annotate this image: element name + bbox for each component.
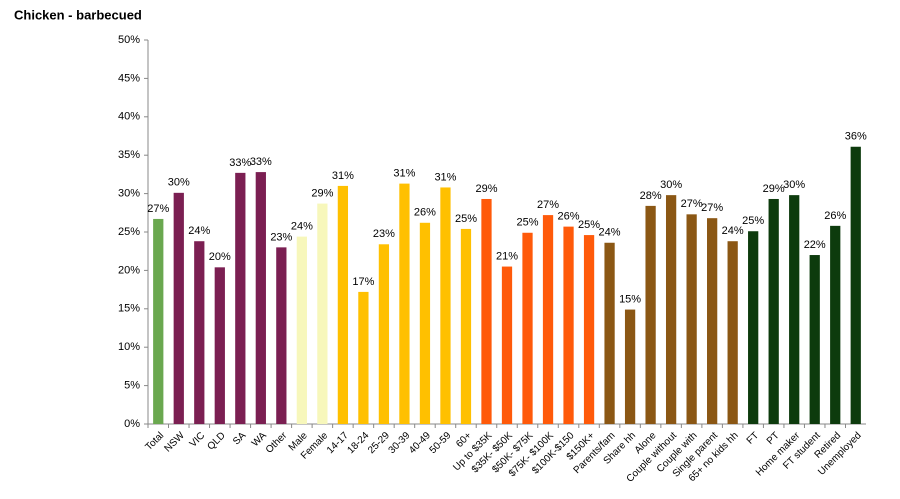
- bar: [276, 247, 287, 424]
- y-tick-label: 45%: [118, 72, 140, 84]
- value-label: 26%: [414, 207, 436, 219]
- bar: [522, 232, 533, 424]
- bar: [378, 244, 390, 424]
- bar: [748, 231, 759, 424]
- value-label: 30%: [168, 177, 190, 189]
- x-tick-label: QLD: [205, 430, 227, 452]
- y-tick-label: 50%: [118, 34, 140, 46]
- bar: [645, 205, 656, 424]
- value-label: 27%: [701, 202, 723, 214]
- bar: [337, 185, 349, 424]
- x-tick-label: NSW: [162, 430, 187, 455]
- value-label: 29%: [475, 183, 497, 195]
- value-label: 24%: [291, 221, 313, 233]
- bar: [214, 267, 225, 424]
- bar: [419, 222, 431, 424]
- bar: [850, 146, 861, 424]
- y-tick-label: 25%: [118, 226, 140, 238]
- value-label: 25%: [742, 215, 764, 227]
- value-label: 31%: [332, 170, 354, 182]
- y-tick-label: 5%: [124, 380, 140, 392]
- bar: [707, 218, 718, 424]
- bar: [665, 195, 677, 424]
- value-label: 27%: [147, 203, 169, 215]
- value-label: 24%: [722, 225, 744, 237]
- bar: [173, 192, 184, 424]
- value-label: 33%: [229, 157, 251, 169]
- x-tick-label: SA: [231, 430, 248, 447]
- x-tick-label: 25-29: [366, 430, 392, 456]
- bar: [624, 309, 636, 424]
- x-tick-label: Total: [144, 430, 167, 453]
- bar: [768, 198, 779, 424]
- bar: [460, 228, 472, 424]
- bar: [317, 203, 328, 424]
- x-tick-label: FT: [745, 430, 761, 446]
- value-label: 24%: [188, 225, 210, 237]
- bar: [542, 215, 554, 424]
- bar: [399, 183, 410, 424]
- x-tick-label: VIC: [188, 430, 208, 450]
- bar: [440, 187, 451, 424]
- x-tick-label: 30-39: [387, 430, 413, 456]
- value-label: 15%: [619, 293, 641, 305]
- value-label: 17%: [352, 276, 374, 288]
- value-label: 21%: [496, 250, 518, 262]
- value-label: 20%: [209, 251, 231, 263]
- bar: [604, 242, 615, 424]
- y-tick-label: 20%: [118, 264, 140, 276]
- bar: [563, 226, 574, 424]
- value-label: 23%: [270, 231, 292, 243]
- value-label: 25%: [516, 217, 538, 229]
- value-label: 28%: [640, 190, 662, 202]
- x-tick-label: 50-59: [428, 430, 454, 456]
- value-label: 27%: [537, 199, 559, 211]
- value-label: 27%: [681, 198, 703, 210]
- y-tick-label: 30%: [118, 188, 140, 200]
- value-label: 31%: [393, 168, 415, 180]
- y-tick-label: 15%: [118, 303, 140, 315]
- bar: [686, 214, 697, 424]
- bar: [583, 235, 595, 424]
- value-label: 26%: [558, 211, 580, 223]
- y-tick-label: 0%: [124, 418, 140, 430]
- value-label: 24%: [599, 227, 621, 239]
- bar: [296, 236, 307, 424]
- y-tick-label: 35%: [118, 149, 140, 161]
- bar: [481, 198, 492, 424]
- value-label: 31%: [434, 171, 456, 183]
- value-label: 29%: [311, 187, 333, 199]
- bar: [153, 218, 164, 424]
- bar: [255, 172, 266, 424]
- x-tick-label: 40-49: [407, 430, 433, 456]
- bar: [194, 241, 205, 424]
- y-tick-label: 10%: [118, 341, 140, 353]
- bar: [809, 255, 820, 424]
- x-tick-label: 14-17: [325, 430, 351, 456]
- bar: [235, 172, 246, 424]
- value-label: 33%: [250, 156, 272, 168]
- value-label: 30%: [660, 179, 682, 191]
- bar: [789, 195, 800, 424]
- y-tick-label: 40%: [118, 111, 140, 123]
- bar: [358, 291, 369, 424]
- value-label: 23%: [373, 228, 395, 240]
- x-tick-label: 18-24: [346, 430, 372, 456]
- bar: [830, 225, 841, 424]
- value-label: 30%: [783, 179, 805, 191]
- chart-title: Chicken - barbecued: [14, 7, 142, 22]
- value-label: 22%: [804, 239, 826, 251]
- value-label: 29%: [763, 183, 785, 195]
- value-label: 25%: [455, 213, 477, 225]
- value-label: 36%: [845, 131, 867, 143]
- value-label: 25%: [578, 219, 600, 231]
- bar: [727, 241, 738, 424]
- value-label: 26%: [824, 210, 846, 222]
- bar: [501, 266, 513, 424]
- x-tick-label: Other: [264, 430, 290, 456]
